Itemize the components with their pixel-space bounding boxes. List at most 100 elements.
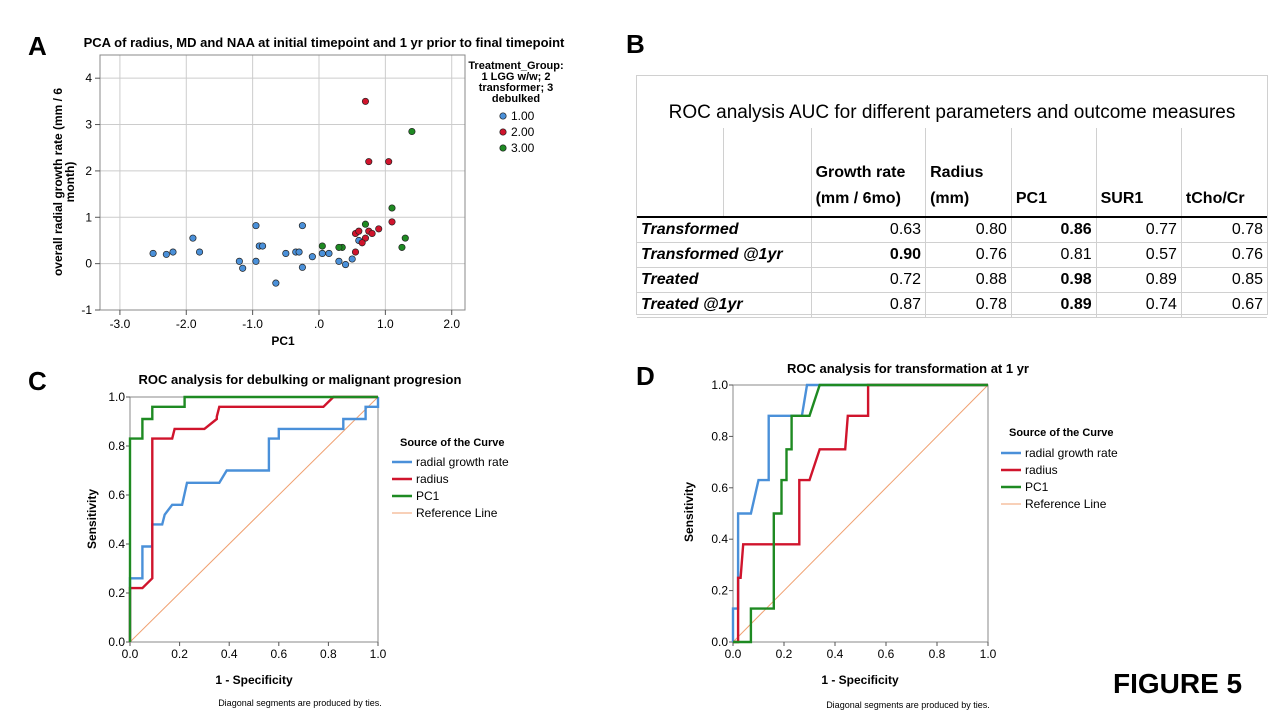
roc-ytick-label: 0.8 xyxy=(108,439,125,453)
chart-d-title: ROC analysis for transformation at 1 yr xyxy=(787,361,1029,376)
scatter-point-group-1.00 xyxy=(169,248,177,256)
roc-curve-radius xyxy=(733,383,988,644)
auc-cell: 0.77 xyxy=(1095,217,1182,243)
roc-ytick-label: 0.4 xyxy=(108,537,125,551)
scatter-point-group-1.00 xyxy=(298,222,306,230)
auc-table-row: Transformed 0.63 0.80 0.86 0.77 0.78 xyxy=(637,217,1267,243)
auc-table: Growth rate (mm / 6mo) Radius (mm) PC1 SUR… xyxy=(637,128,1267,318)
header-radius: Radius (mm) xyxy=(925,128,1012,218)
header-tcho-cr: tCho/Cr xyxy=(1180,128,1267,218)
chart-c-title: ROC analysis for debulking or malignant … xyxy=(139,372,462,387)
roc-xtick-label: 0.2 xyxy=(776,647,793,661)
legend-marker-2.00 xyxy=(499,128,507,136)
scatter-point-group-1.00 xyxy=(149,249,157,257)
auc-cell: 0.78 xyxy=(925,292,1012,318)
auc-cell: 0.74 xyxy=(1095,292,1182,318)
roc-xtick-label: 0.8 xyxy=(320,647,337,661)
roc-xtick-label: 0.0 xyxy=(725,647,742,661)
panel-letter-d: D xyxy=(636,361,655,391)
scatter-point-group-3.00 xyxy=(398,243,406,251)
scatter-point-group-1.00 xyxy=(298,263,306,271)
legend-label-pc1: PC1 xyxy=(1025,480,1049,494)
pca-scatter-chart: PCA of radius, MD and NAA at initial tim… xyxy=(51,35,565,348)
header-growth-rate: Growth rate (mm / 6mo) xyxy=(810,128,926,218)
legend-label-3.00: 3.00 xyxy=(511,141,535,155)
roc-curve-radial-growth-rate xyxy=(128,397,380,642)
scatter-point-group-3.00 xyxy=(388,204,396,212)
roc-curve-radial-growth-rate xyxy=(731,383,988,642)
legend-label-radius: radius xyxy=(1025,463,1058,477)
legend-label-radius: radius xyxy=(416,472,449,486)
roc-xtick-label: 0.4 xyxy=(221,647,238,661)
header-sur1: SUR1 xyxy=(1095,128,1182,218)
auc-table-title: ROC analysis AUC for different parameter… xyxy=(668,102,1236,123)
scatter-point-group-1.00 xyxy=(252,257,260,265)
roc-ytick-label: 0.2 xyxy=(711,584,728,598)
chart-a-xtick-label: -3.0 xyxy=(110,317,131,331)
chart-a-legend-title: Treatment_Group: 1 LGG w/w; 2 transformer;… xyxy=(468,60,563,105)
chart-a-xlabel: PC1 xyxy=(271,334,295,348)
scatter-point-group-1.00 xyxy=(308,253,316,261)
legend-label-radial-growth-rate: radial growth rate xyxy=(1025,446,1118,460)
roc-transformation-chart: ROC analysis for transformation at 1 yr … xyxy=(682,361,1118,710)
roc-ytick-label: 0.0 xyxy=(711,635,728,649)
chart-d-xlabel: 1 - Specificity xyxy=(821,673,899,687)
chart-a-ytick-label: -1 xyxy=(81,303,92,317)
chart-a-xtick-label: 2.0 xyxy=(443,317,460,331)
chart-a-xtick-label: .0 xyxy=(314,317,324,331)
auc-cell: 0.98 xyxy=(1010,267,1097,293)
chart-d-legend: Source of the Curve radial growth rate ra… xyxy=(1001,427,1118,511)
scatter-point-group-1.00 xyxy=(341,261,350,269)
legend-label-radial-growth-rate: radial growth rate xyxy=(416,455,509,469)
chart-d-footnote: Diagonal segments are produced by ties. xyxy=(826,700,990,710)
roc-xtick-label: 0.6 xyxy=(878,647,895,661)
auc-row-label: Treated @1yr xyxy=(637,292,812,318)
chart-a-xtick-label: -2.0 xyxy=(176,317,197,331)
chart-c-ylabel: Sensitivity xyxy=(85,489,99,549)
roc-xtick-label: 1.0 xyxy=(370,647,387,661)
scatter-point-group-1.00 xyxy=(252,222,260,230)
header-blank-2 xyxy=(723,128,812,218)
auc-cell: 0.90 xyxy=(810,242,926,268)
chart-a-ytick-label: 3 xyxy=(85,118,92,132)
auc-cell: 0.87 xyxy=(810,292,926,318)
auc-row-label: Transformed @1yr xyxy=(637,242,812,268)
roc-xtick-label: 1.0 xyxy=(980,647,997,661)
roc-curve-pc1 xyxy=(733,383,988,644)
scatter-point-group-2.00 xyxy=(361,97,370,105)
chart-c-footnote: Diagonal segments are produced by ties. xyxy=(218,698,382,708)
roc-curve-radius xyxy=(128,395,378,642)
roc-ytick-label: 0.4 xyxy=(711,532,728,546)
auc-table-row: Treated 0.72 0.88 0.98 0.89 0.85 xyxy=(637,267,1267,293)
scatter-point-group-1.00 xyxy=(325,249,333,257)
roc-xtick-label: 0.8 xyxy=(929,647,946,661)
legend-label-1.00: 1.00 xyxy=(511,109,535,123)
scatter-point-group-1.00 xyxy=(348,255,356,263)
roc-xtick-label: 0.2 xyxy=(171,647,188,661)
roc-ytick-label: 1.0 xyxy=(711,378,728,392)
chart-a-ylabel: overall radial growth rate (mm / 6month) xyxy=(51,88,77,276)
panel-letter-c: C xyxy=(28,366,47,396)
scatter-point-group-1.00 xyxy=(335,257,343,265)
auc-row-label: Transformed xyxy=(637,217,812,243)
scatter-point-group-2.00 xyxy=(365,158,373,166)
scatter-point-group-2.00 xyxy=(375,225,383,233)
scatter-point-group-1.00 xyxy=(239,264,247,272)
roc-ytick-label: 0.6 xyxy=(711,481,728,495)
scatter-point-group-1.00 xyxy=(282,249,290,257)
scatter-point-group-1.00 xyxy=(235,257,243,265)
scatter-point-group-1.00 xyxy=(272,279,280,287)
scatter-point-group-1.00 xyxy=(259,242,267,250)
scatter-point-group-3.00 xyxy=(335,243,343,251)
chart-c-legend-title: Source of the Curve xyxy=(400,437,505,449)
legend-marker-1.00 xyxy=(499,112,507,120)
chart-a-xtick-label: 1.0 xyxy=(377,317,394,331)
scatter-point-group-1.00 xyxy=(295,248,303,256)
auc-table-panel: ROC analysis AUC for different parameter… xyxy=(636,75,1268,318)
legend-marker-3.00 xyxy=(499,144,507,152)
auc-table-row: Treated @1yr 0.87 0.78 0.89 0.74 0.67 xyxy=(637,292,1267,318)
auc-cell: 0.89 xyxy=(1095,267,1182,293)
chart-a-frame xyxy=(99,54,466,311)
auc-cell: 0.85 xyxy=(1180,267,1267,293)
